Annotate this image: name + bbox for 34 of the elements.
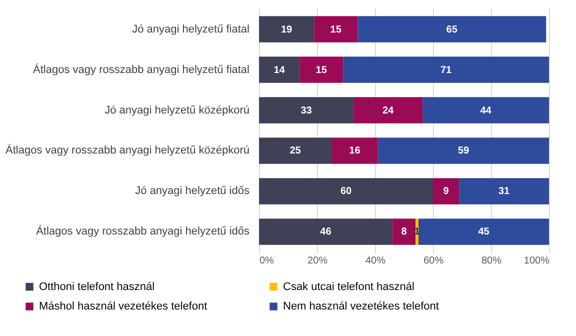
data-label: 65: [446, 24, 458, 36]
data-label: 15: [316, 64, 328, 76]
data-label: 16: [349, 146, 361, 157]
y-tick-label: Átlagos vagy rosszabb anyagi helyzetű idős: [36, 224, 250, 238]
x-tick-label: 0%: [260, 256, 274, 266]
y-tick-label: Jó anyagi helyzetű fiatal: [132, 23, 250, 36]
data-label: 15: [330, 24, 342, 36]
data-label: 25: [290, 146, 302, 157]
data-label: 59: [458, 146, 470, 157]
data-label: 24: [382, 105, 394, 116]
legend-label: Máshol használ vezetékes telefont: [39, 300, 208, 312]
x-tick-label: 80%: [481, 256, 502, 266]
data-label: 46: [320, 226, 332, 238]
y-tick-label: Jó anyagi helyzetű idős: [135, 185, 250, 198]
data-label: 9: [443, 186, 450, 198]
x-tick-label: 60%: [423, 256, 444, 266]
x-tick-label: 40%: [365, 256, 386, 266]
data-label: 71: [440, 64, 452, 76]
data-label: 8: [401, 226, 408, 238]
data-label: 44: [480, 105, 492, 116]
data-label: 60: [340, 186, 352, 198]
y-tick-label: Átlagos vagy rosszabb anyagi helyzetű fiatal: [33, 62, 250, 76]
data-label: 45: [478, 226, 490, 238]
x-tick-label: 20%: [307, 256, 328, 266]
y-tick-label: Jó anyagi helyzetű középkorú: [104, 104, 250, 116]
legend-label: Csak utcai telefont használ: [283, 280, 414, 293]
y-tick-label: Átlagos vagy rosszabb anyagi helyzetű középkorú: [6, 144, 250, 157]
data-label: 19: [280, 24, 293, 36]
data-label: 33: [300, 105, 312, 116]
data-label: 14: [274, 64, 286, 76]
data-label: 31: [498, 186, 510, 198]
x-tick-label: 100%: [524, 256, 550, 266]
legend-label: Nem használ vezetékes telefont: [283, 300, 439, 312]
legend-label: Otthoni telefont használ: [39, 280, 155, 293]
